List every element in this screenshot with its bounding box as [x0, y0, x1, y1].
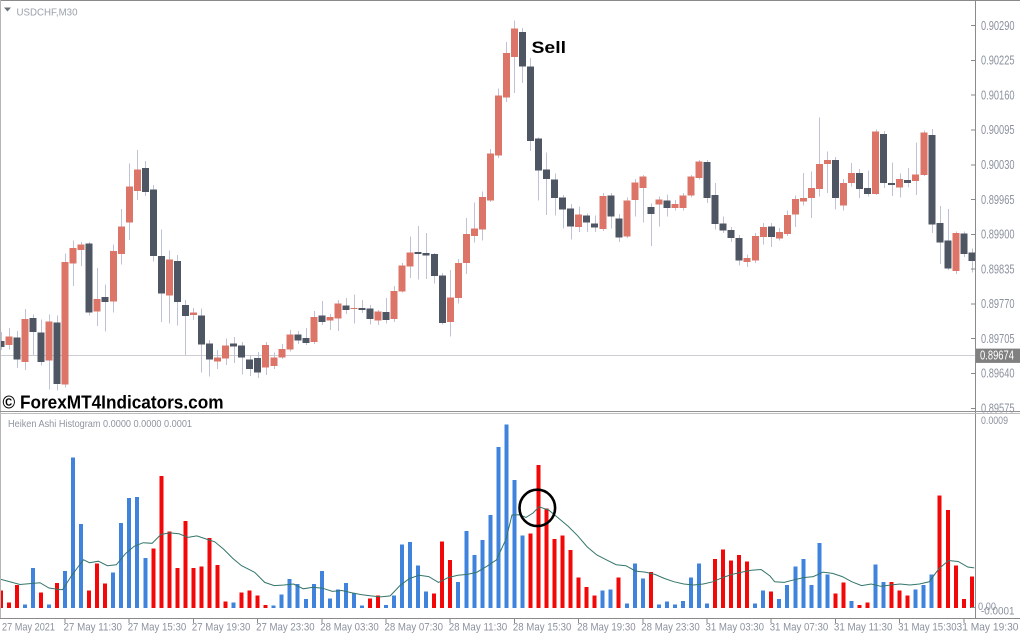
svg-text:27 May 19:30: 27 May 19:30 — [192, 622, 251, 634]
svg-text:0.89640: 0.89640 — [981, 367, 1015, 381]
svg-text:27 May 11:30: 27 May 11:30 — [64, 622, 123, 634]
svg-text:27 May 15:30: 27 May 15:30 — [128, 622, 187, 634]
svg-text:28 May 15:30: 28 May 15:30 — [513, 622, 572, 634]
svg-text:0.90290: 0.90290 — [981, 19, 1015, 33]
svg-text:0.90225: 0.90225 — [981, 54, 1015, 68]
svg-text:27 May 2021: 27 May 2021 — [2, 622, 55, 634]
svg-text:0.89965: 0.89965 — [981, 193, 1015, 207]
svg-text:0.0009: 0.0009 — [981, 415, 1008, 427]
svg-text:31 May 19:30: 31 May 19:30 — [957, 622, 1019, 634]
svg-text:31 May 07:30: 31 May 07:30 — [770, 622, 829, 634]
svg-text:0.89835: 0.89835 — [981, 262, 1015, 276]
svg-text:0.89770: 0.89770 — [981, 297, 1015, 311]
svg-text:0.90160: 0.90160 — [981, 88, 1015, 102]
svg-text:31 May 03:30: 31 May 03:30 — [706, 622, 765, 634]
svg-text:0.89900: 0.89900 — [981, 228, 1015, 242]
svg-text:28 May 07:30: 28 May 07:30 — [385, 622, 444, 634]
svg-text:0.89674: 0.89674 — [980, 349, 1014, 363]
svg-text:0.89575: 0.89575 — [981, 402, 1015, 416]
svg-text:USDCHF,M30: USDCHF,M30 — [17, 7, 78, 19]
svg-text:© ForexMT4Indicators.com: © ForexMT4Indicators.com — [3, 393, 224, 413]
svg-text:27 May 23:30: 27 May 23:30 — [256, 622, 315, 634]
svg-text:31 May 11:30: 31 May 11:30 — [834, 622, 893, 634]
svg-text:0.90030: 0.90030 — [981, 158, 1015, 172]
svg-text:-0.0001: -0.0001 — [981, 606, 1015, 618]
svg-text:0.00: 0.00 — [978, 601, 996, 613]
svg-text:28 May 19:30: 28 May 19:30 — [577, 622, 636, 634]
svg-text:Heiken Ashi Histogram 0.0000 0: Heiken Ashi Histogram 0.0000 0.0000 0.00… — [8, 418, 192, 430]
svg-text:Sell: Sell — [532, 38, 567, 57]
svg-text:31 May 15:30: 31 May 15:30 — [898, 622, 957, 634]
svg-text:28 May 23:30: 28 May 23:30 — [641, 622, 700, 634]
svg-text:28 May 03:30: 28 May 03:30 — [320, 622, 379, 634]
svg-text:28 May 11:30: 28 May 11:30 — [449, 622, 508, 634]
svg-text:0.90095: 0.90095 — [981, 123, 1015, 137]
svg-text:0.89705: 0.89705 — [981, 332, 1015, 346]
